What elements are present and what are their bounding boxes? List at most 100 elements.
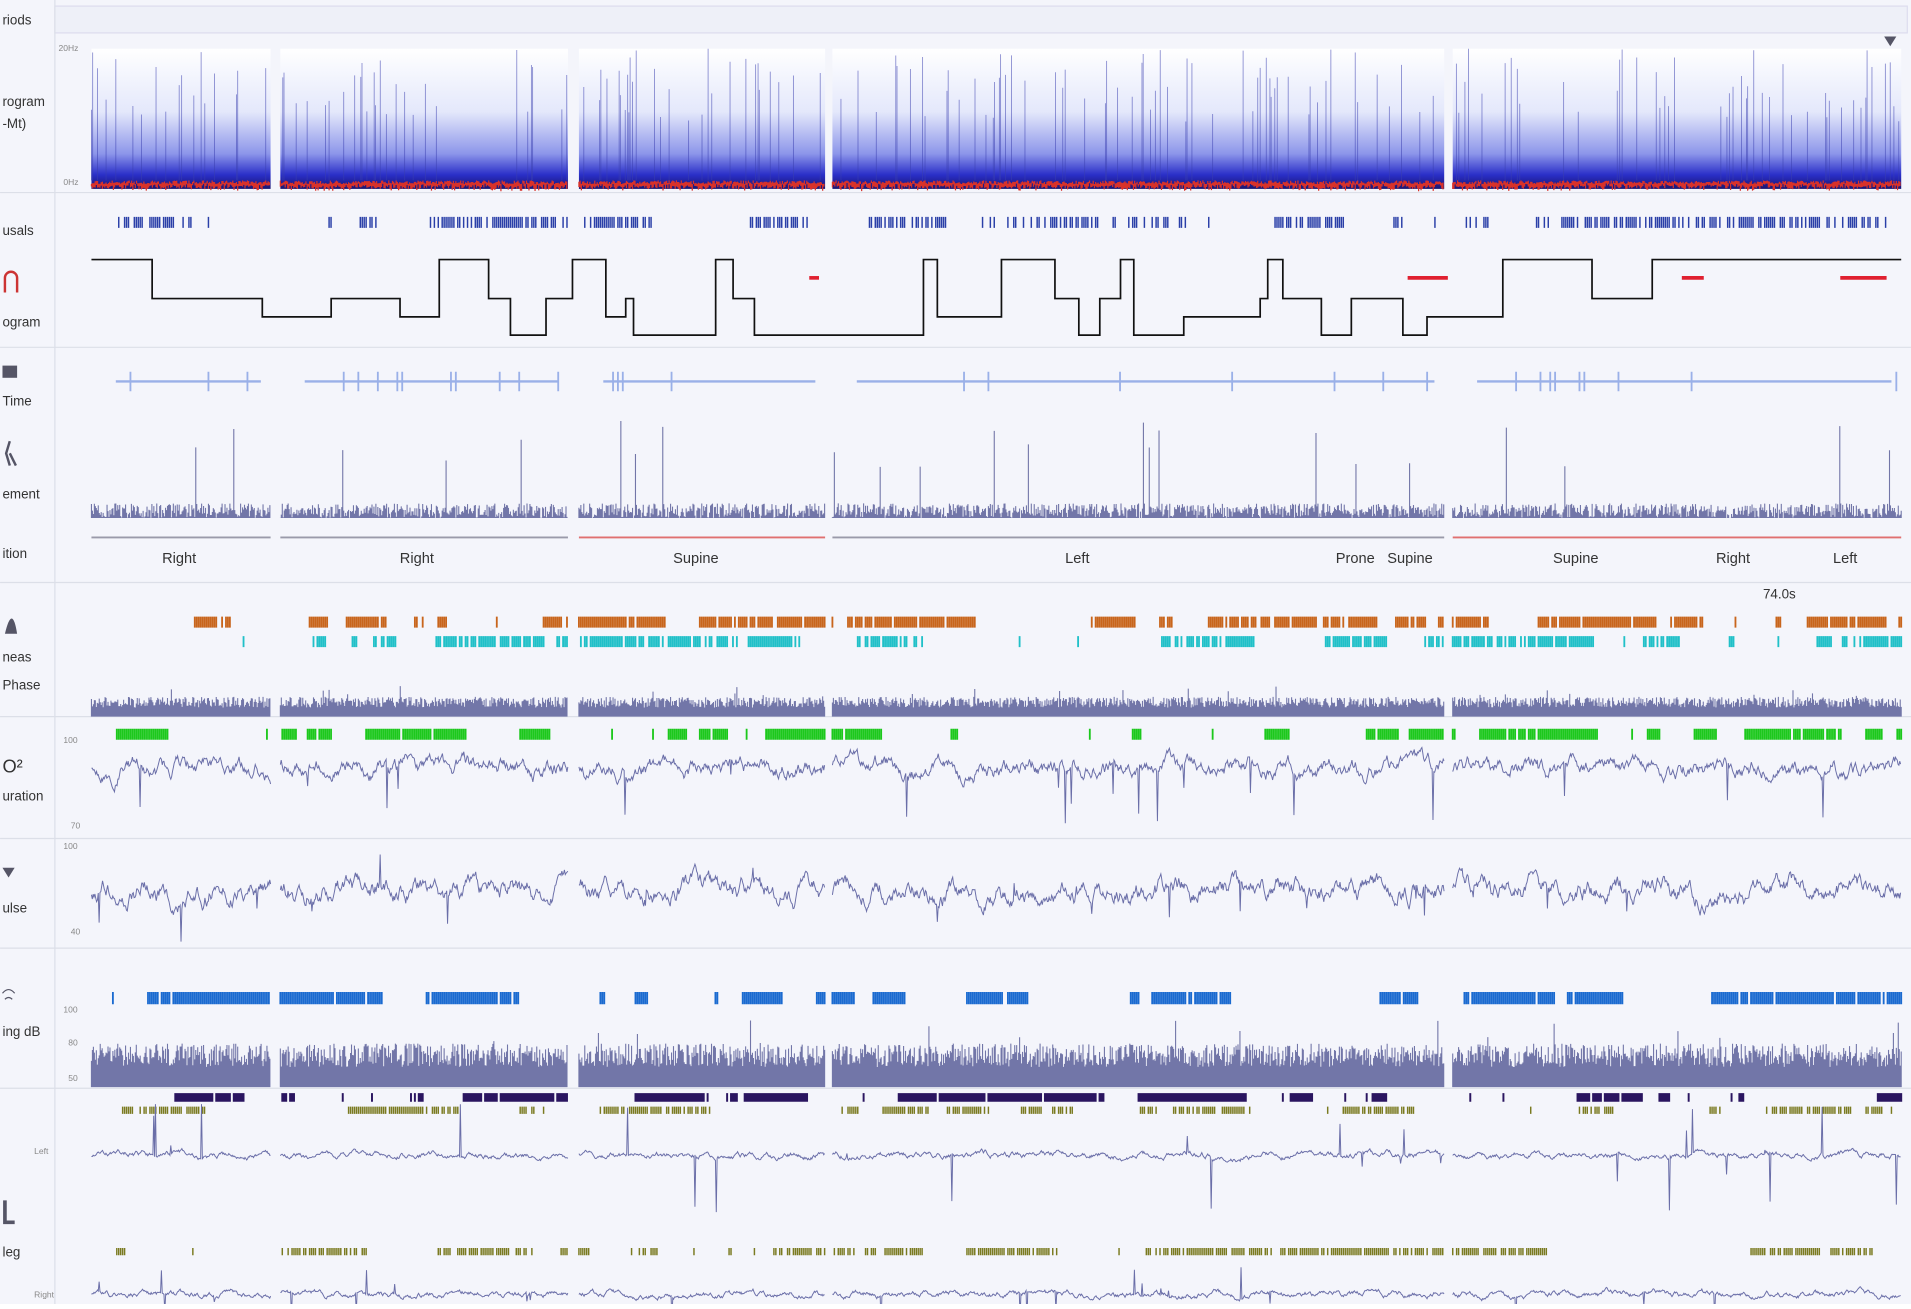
periods-strip bbox=[54, 5, 1908, 34]
pulse bbox=[90, 879, 272, 942]
leg-right bbox=[280, 1270, 569, 1309]
position-label: Supine bbox=[1553, 551, 1599, 567]
label: rogram bbox=[2, 94, 44, 109]
leg-right bbox=[1452, 1286, 1901, 1309]
label: neas bbox=[2, 650, 31, 665]
position-label: Supine bbox=[673, 551, 719, 567]
o2-icon: O² bbox=[2, 756, 22, 777]
spectrogram-lines bbox=[840, 49, 1434, 181]
leg-icon bbox=[3, 1200, 15, 1225]
leg-right bbox=[578, 1287, 825, 1309]
pulse bbox=[1452, 866, 1902, 916]
spectrogram bbox=[280, 48, 568, 189]
plot-time-ticks bbox=[612, 371, 673, 392]
spectrogram-lines bbox=[1455, 48, 1900, 181]
saturation bbox=[831, 746, 1445, 824]
leg-left bbox=[279, 1104, 569, 1162]
label: riods bbox=[2, 12, 31, 27]
movement bbox=[578, 421, 826, 518]
spectrogram-lines bbox=[583, 48, 821, 181]
spectrogram-band bbox=[831, 180, 1444, 192]
snoring bbox=[578, 1020, 826, 1088]
axis-ticks: 20Hz 0Hz 100 70 100 40 100 80 50 bbox=[59, 43, 81, 1083]
spectrogram bbox=[91, 48, 271, 189]
tick-label: 100 bbox=[63, 735, 77, 745]
respiration bbox=[578, 687, 826, 717]
snoring-icon bbox=[2, 988, 16, 1000]
tick-label: 70 bbox=[71, 821, 81, 831]
position-label: Prone bbox=[1336, 551, 1375, 567]
label: ogram bbox=[2, 315, 40, 330]
hypnogram-icon bbox=[3, 270, 19, 293]
phase-ticks bbox=[242, 636, 1903, 648]
movement bbox=[90, 428, 271, 518]
tick-label: 0Hz bbox=[63, 177, 78, 187]
leg-left bbox=[578, 1107, 826, 1213]
annotation: 74.0s bbox=[1763, 586, 1796, 601]
tick-label: 100 bbox=[63, 841, 77, 851]
label: Time bbox=[2, 394, 31, 409]
signals bbox=[90, 48, 1903, 1309]
spectrogram-band bbox=[578, 180, 825, 191]
leg-left bbox=[91, 1104, 271, 1161]
spectrogram-lines bbox=[282, 50, 568, 181]
position-label: Right bbox=[400, 551, 434, 567]
spectrogram bbox=[832, 48, 1445, 189]
saturation bbox=[91, 754, 272, 808]
spectrogram-band bbox=[90, 180, 270, 191]
plot-time-ticks bbox=[129, 371, 249, 392]
tick-label: 40 bbox=[71, 927, 81, 937]
label: ing dB bbox=[2, 1024, 40, 1039]
position-labels: Right Right Supine Left Prone Supine Sup… bbox=[162, 551, 1857, 601]
leg-ticks bbox=[116, 1247, 1873, 1256]
respiration bbox=[831, 686, 1445, 717]
saturation-ticks bbox=[115, 728, 1903, 740]
label: ition bbox=[2, 546, 27, 561]
respiration bbox=[90, 689, 271, 717]
spectrogram-band bbox=[279, 180, 568, 192]
label: usals bbox=[2, 223, 34, 238]
position-label: Left bbox=[1833, 551, 1857, 567]
label: ulse bbox=[2, 901, 27, 916]
position-label: Right bbox=[1716, 551, 1750, 567]
tick-label: 50 bbox=[68, 1073, 78, 1083]
snoring bbox=[831, 1020, 1445, 1088]
leg-ticks bbox=[121, 1106, 1893, 1114]
hypnogram bbox=[91, 258, 1902, 336]
leg-ticks bbox=[174, 1093, 1903, 1102]
label: ement bbox=[2, 486, 39, 501]
leg-left bbox=[1452, 1106, 1901, 1211]
arousal-ticks bbox=[118, 216, 1887, 228]
tick-label: 100 bbox=[63, 1005, 77, 1015]
label: leg bbox=[2, 1244, 20, 1259]
position-label: Left bbox=[1065, 551, 1089, 567]
tick-label: 20Hz bbox=[59, 43, 79, 53]
position-label: Supine bbox=[1387, 551, 1433, 567]
respiration bbox=[1452, 690, 1902, 717]
movement bbox=[1452, 426, 1902, 518]
sidebar: riods rogram -Mt) usals ogram Time ement… bbox=[2, 12, 55, 1300]
label: Phase bbox=[2, 678, 40, 693]
saturation bbox=[1452, 752, 1902, 818]
channel-label: Left bbox=[34, 1146, 49, 1156]
plot-time-ticks bbox=[963, 371, 1429, 392]
marker[interactable] bbox=[1884, 36, 1897, 47]
saturation bbox=[578, 754, 826, 815]
label: -Mt) bbox=[2, 116, 26, 131]
respiration bbox=[279, 686, 568, 717]
snoring bbox=[90, 1043, 271, 1088]
plot-time-icon bbox=[2, 365, 18, 378]
pulse bbox=[831, 870, 1445, 922]
snoring bbox=[279, 1041, 568, 1088]
label: uration bbox=[2, 789, 43, 804]
leg-right bbox=[91, 1270, 272, 1309]
position-label: Right bbox=[162, 551, 196, 567]
tick-label: 80 bbox=[68, 1037, 78, 1047]
plot-time-ticks bbox=[1515, 371, 1898, 392]
spectrogram-lines bbox=[91, 52, 267, 181]
movement bbox=[831, 422, 1445, 518]
leg-right bbox=[832, 1267, 1445, 1309]
movement-icon bbox=[4, 440, 17, 467]
pulse-icon bbox=[2, 867, 15, 878]
